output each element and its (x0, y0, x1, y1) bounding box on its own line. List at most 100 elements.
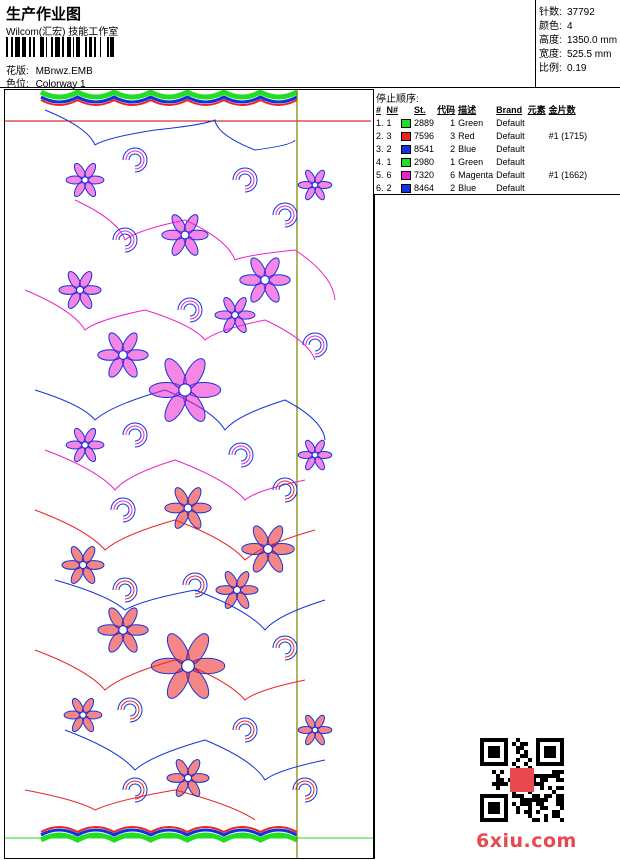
table-row[interactable]: 5. 6 7320 6 Magenta Default #1 (1662) (376, 168, 590, 181)
flower-motif (63, 697, 103, 733)
color-swatch-cell (401, 116, 414, 129)
barcode-bar (101, 37, 107, 57)
spec-stitches: 针数: 37792 (539, 7, 595, 18)
flower-motif (164, 487, 212, 529)
barcode-bar (15, 37, 21, 57)
scalloped-border (40, 95, 298, 104)
flower-motif (239, 257, 291, 303)
col-header: 元素 (527, 105, 546, 115)
swirl-motif (115, 580, 135, 600)
barcode-bar (54, 37, 61, 57)
spec-box: 针数: 37792 颜色: 4 高度: 1350.0 mm 宽度: 525.5 mm 比… (535, 0, 620, 88)
color-swatch (401, 144, 412, 154)
color-swatch-cell (401, 142, 414, 155)
swirl-motif (128, 783, 142, 797)
col-header: 代码 (437, 105, 456, 115)
color-swatch (401, 183, 412, 193)
table-row[interactable]: 4. 1 2980 1 Green Default (376, 155, 590, 168)
embroidery-design-drawing (5, 90, 373, 858)
table-header-row: # N# St. 代码 描述 Brand 元素 金片数 (376, 103, 590, 116)
swirl-motif (228, 442, 254, 468)
barcode-bar (33, 37, 35, 57)
color-swatch-cell (401, 168, 414, 181)
barcode-bar (7, 37, 12, 57)
swirl-motif (185, 575, 205, 595)
row-brand: Default (496, 182, 525, 193)
pattern-label: 花版: (6, 66, 29, 77)
col-header: St. (414, 104, 426, 115)
row-sequin: #1 (1715) (548, 130, 588, 141)
spec-width: 宽度: 525.5 mm (539, 49, 612, 60)
flower-motif (58, 271, 102, 309)
swirl-motif (120, 700, 140, 720)
row-element (528, 142, 549, 155)
color-swatch-cell (401, 181, 414, 194)
swirl-motif (308, 338, 322, 352)
spec-colors: 颜色: 4 (539, 21, 573, 32)
swirl-motif (295, 780, 315, 800)
embroidery-design-canvas[interactable] (4, 89, 374, 859)
row-index: 6. (376, 182, 384, 193)
right-pane (374, 195, 620, 859)
barcode-bar (67, 37, 71, 57)
row-needle: 6 (386, 169, 392, 180)
table-row[interactable]: 3. 2 8541 2 Blue Default (376, 142, 590, 155)
barcode-bar (40, 37, 44, 57)
vine-line (44, 449, 306, 501)
barcode-icon (6, 37, 118, 57)
flower-motif (65, 427, 105, 463)
row-index: 4. (376, 156, 384, 167)
flower-motif (97, 332, 149, 378)
vine-line (54, 579, 326, 631)
barcode-bar (31, 37, 34, 57)
row-sequin: #1 (1662) (548, 169, 588, 180)
barcode-bar (72, 37, 75, 57)
flower-motif (148, 358, 222, 422)
row-stitches: 8464 (414, 182, 435, 193)
swirl-motif (182, 572, 208, 598)
color-swatch (401, 170, 412, 180)
barcode-bar (43, 37, 46, 57)
stop-sequence-table: # N# St. 代码 描述 Brand 元素 金片数 1. 1 2889 1 Gree… (376, 103, 590, 194)
barcode-bar (88, 37, 93, 57)
stop-sequence-title: 停止顺序: (376, 94, 419, 105)
row-stitches: 7320 (414, 169, 435, 180)
swirl-motif (123, 703, 137, 717)
vine-line (64, 729, 326, 781)
row-code: 6 (450, 169, 456, 180)
barcode-bar (25, 37, 30, 57)
swirl-motif (238, 723, 252, 737)
swirl-motif (122, 777, 148, 803)
barcode-bar (51, 37, 53, 57)
flower-motif (241, 525, 295, 573)
swirl-motif (302, 332, 328, 358)
swirl-motif (118, 583, 132, 597)
barcode-bar (74, 37, 77, 57)
swirl-motif (118, 233, 132, 247)
swirl-motif (177, 297, 203, 323)
pattern-line: 花版: MBnwz.EMB (6, 62, 93, 77)
table-row[interactable]: 1. 1 2889 1 Green Default (376, 116, 590, 129)
row-stitches: 7596 (414, 130, 435, 141)
swirl-motif (112, 577, 138, 603)
pattern-value: MBnwz.EMB (35, 66, 93, 77)
scalloped-border (40, 828, 298, 837)
row-description: Blue (458, 143, 477, 154)
swirl-motif (115, 230, 135, 250)
swirl-motif (125, 780, 145, 800)
table-row[interactable]: 2. 3 7596 3 Red Default #1 (1715) (376, 129, 590, 142)
swirl-motif (122, 422, 148, 448)
barcode-bar (92, 37, 95, 57)
swirl-motif (117, 697, 143, 723)
barcode-bar (6, 37, 8, 57)
flower-motif (214, 296, 256, 334)
barcode-bar (110, 37, 115, 57)
flower-motif (297, 169, 333, 201)
swirl-motif (232, 717, 258, 743)
swirl-motif (278, 641, 292, 655)
barcode-bar (61, 37, 64, 57)
swirl-motif (234, 448, 248, 462)
row-element (528, 155, 549, 168)
spec-scale: 比例: 0.19 (539, 63, 587, 74)
table-row[interactable]: 6. 2 8464 2 Blue Default (376, 181, 590, 194)
